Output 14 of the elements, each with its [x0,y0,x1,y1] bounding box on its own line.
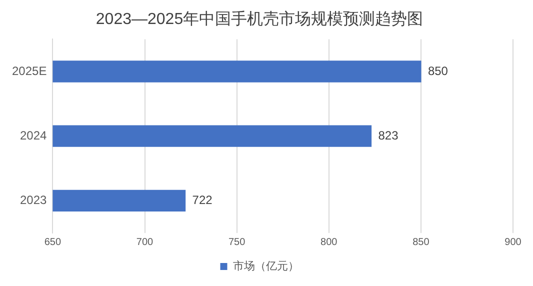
y-tick-label: 2025E [12,64,47,78]
x-tick-label: 700 [136,236,154,248]
data-label: 722 [192,193,213,208]
x-tick-label: 800 [320,236,338,248]
data-label: 823 [378,128,399,142]
data-label: 850 [428,64,448,78]
y-tick-label: 2023 [20,193,48,208]
x-tick-label: 900 [504,236,522,248]
x-tick-label: 750 [228,236,246,248]
x-tick-label: 850 [412,236,430,248]
legend-label: 市场（亿元） [232,260,299,273]
x-tick-label: 650 [44,236,62,248]
chart-title: 2023—2025年中国手机壳市场规模预测趋势图 [96,10,424,28]
y-tick-label: 2024 [20,128,48,142]
